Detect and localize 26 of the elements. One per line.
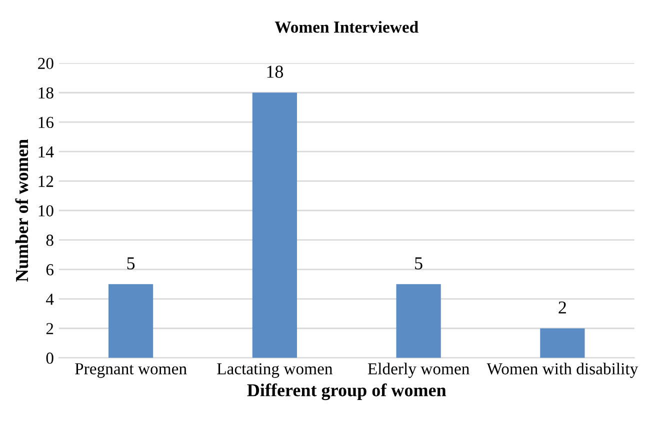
- y-axis-title: Number of women: [15, 139, 28, 282]
- data-label: 5: [415, 257, 422, 270]
- chart-title: Women Interviewed: [274, 21, 418, 33]
- data-label: 18: [267, 66, 284, 78]
- y-tick-label: 10: [38, 205, 54, 216]
- bar: [108, 284, 154, 358]
- y-tick-label: 6: [46, 264, 54, 276]
- y-tick-label: 14: [38, 146, 54, 158]
- y-tick-label: 4: [46, 294, 54, 305]
- y-tick-label: 16: [38, 116, 54, 128]
- data-label: 5: [127, 257, 135, 270]
- y-tick-label: 2: [46, 323, 54, 334]
- x-axis-title: Different group of women: [247, 383, 446, 400]
- bar: [540, 328, 585, 358]
- y-tick-label: 12: [38, 176, 54, 187]
- bar: [396, 284, 441, 358]
- data-label: 2: [558, 301, 566, 314]
- x-tick-label: Pregnant women: [75, 363, 187, 378]
- x-tick-label: Lactating women: [217, 363, 333, 378]
- y-tick-label: 0: [46, 352, 54, 364]
- y-tick-label: 20: [38, 58, 54, 70]
- y-tick-label: 18: [38, 87, 54, 99]
- x-tick-label: Women with disability: [486, 362, 638, 378]
- x-tick-label: Elderly women: [368, 362, 470, 378]
- bar: [252, 92, 297, 358]
- y-tick-label: 8: [46, 234, 54, 246]
